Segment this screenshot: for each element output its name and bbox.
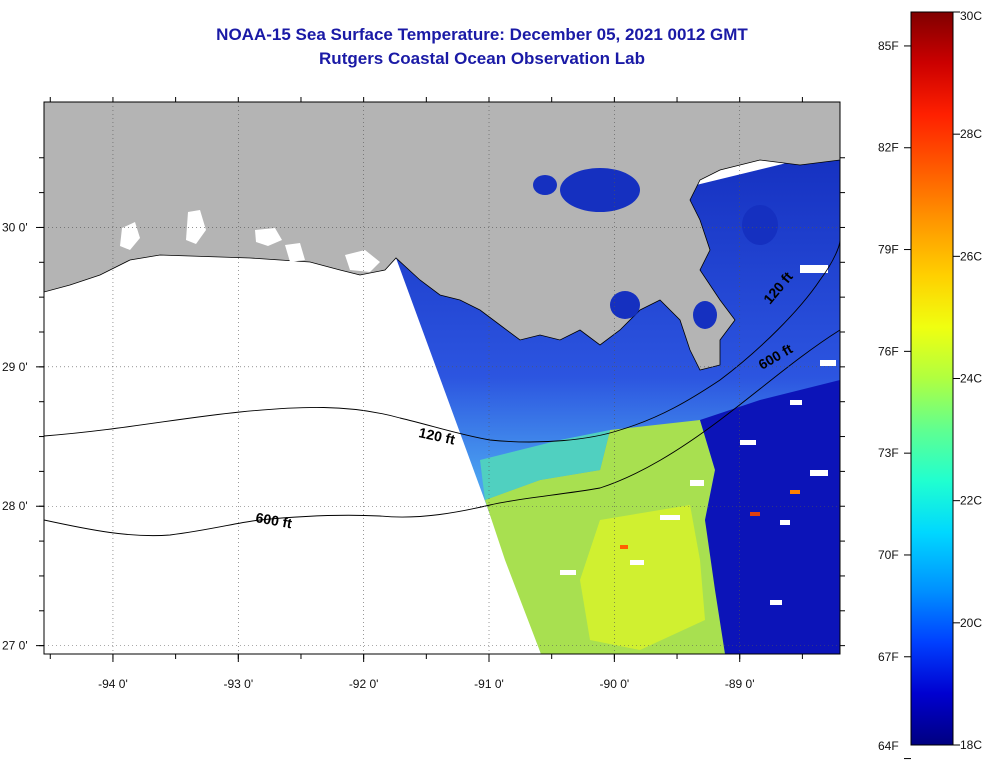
colorbar-c-label: 20C — [960, 616, 982, 630]
map-frame — [43, 101, 841, 655]
land-mass — [44, 102, 840, 371]
warm-specks — [620, 490, 800, 549]
lat-tick-label: 28 0' — [2, 499, 28, 513]
contour-label-600ft-a: 600 ft — [254, 509, 293, 531]
lon-tick-label: -89 0' — [725, 677, 755, 691]
lon-tick-label: -90 0' — [600, 677, 630, 691]
colorbar-f-label: 73F — [878, 446, 899, 460]
colorbar-c-label: 24C — [960, 372, 982, 386]
sst-cold-water — [700, 380, 840, 654]
lon-tick-label: -91 0' — [474, 677, 504, 691]
lon-tick-label: -93 0' — [223, 677, 253, 691]
colorbar: 30C 28C 26C 24C 22C 20C 18C 85F 82F 79F 76F 73F 70F 6… — [878, 9, 982, 760]
colorbar-c-label: 18C — [960, 738, 982, 752]
colorbar-labels: 30C 28C 26C 24C 22C 20C 18C 85F 82F 79F 76F 73F 70F 6… — [878, 9, 982, 760]
colorbar-scale — [910, 11, 954, 746]
colorbar-c-label: 30C — [960, 9, 982, 23]
colorbar-f-label: 85F — [878, 39, 899, 53]
map-area — [44, 102, 840, 654]
colorbar-f-label: 79F — [878, 243, 899, 257]
graticule — [44, 102, 840, 654]
lakes — [120, 210, 380, 272]
lon-tick-label: -94 0' — [98, 677, 128, 691]
lat-tick-label: 30 0' — [2, 220, 28, 234]
lon-tick-label: -92 0' — [349, 677, 379, 691]
colorbar-f-label: 70F — [878, 548, 899, 562]
colorbar-f-label: 76F — [878, 344, 899, 358]
colorbar-c-label: 22C — [960, 494, 982, 508]
contour-label-120ft-a: 120 ft — [417, 424, 456, 447]
map-title: NOAA-15 Sea Surface Temperature: Decembe… — [216, 25, 748, 44]
lat-tick-label: 29 0' — [2, 360, 28, 374]
colorbar-f-label: 64F — [878, 739, 899, 753]
bathymetry-contours — [44, 239, 840, 537]
sst-mid-band — [480, 430, 610, 500]
contour-600ft — [44, 329, 840, 537]
map-subtitle: Rutgers Coastal Ocean Observation Lab — [319, 49, 645, 68]
inland-water — [533, 168, 778, 329]
colorbar-c-label: 28C — [960, 127, 982, 141]
lat-tick-label: 27 0' — [2, 639, 28, 653]
cloud-specks — [560, 265, 836, 605]
colorbar-f-label: 82F — [878, 141, 899, 155]
axes: -94 0' -93 0' -92 0' -91 0' -90 0' -89 0' 30 0… — [2, 97, 845, 691]
sst-warm-core — [580, 505, 705, 650]
colorbar-f-label: 67F — [878, 650, 899, 664]
contour-120ft-west — [44, 239, 840, 443]
colorbar-c-label: 26C — [960, 249, 982, 263]
